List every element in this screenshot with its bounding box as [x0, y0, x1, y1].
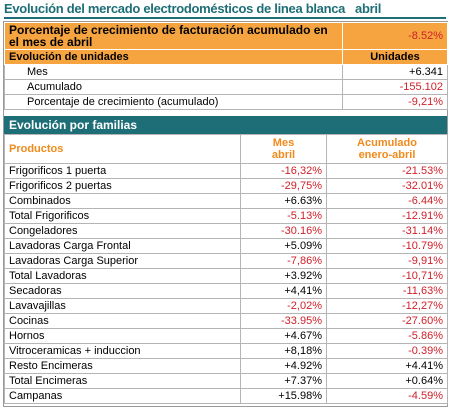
- family-row: Frigorificos 1 puerta -16,32% -21.53%: [4, 163, 448, 179]
- column-header: Productos: [4, 134, 241, 164]
- month-value: +15.98%: [240, 388, 327, 404]
- cumulative-value: -4.59%: [326, 388, 448, 404]
- units-header: Evolución de unidades Unidades: [4, 49, 448, 65]
- units-header-label: Evolución de unidades: [4, 49, 343, 65]
- family-row: Cocinas -33.95% -27.60%: [4, 313, 448, 329]
- family-row: Combinados +6.63% -6.44%: [4, 193, 448, 209]
- cumulative-value: -10,71%: [326, 268, 448, 284]
- month-value: +5.09%: [240, 238, 327, 254]
- summary-label: Porcentaje de crecimiento de facturación…: [4, 22, 343, 50]
- column-header: Mes abril: [240, 134, 327, 164]
- cumulative-value: -12,27%: [326, 298, 448, 314]
- units-table: Porcentaje de crecimiento de facturación…: [4, 22, 448, 110]
- month-value: +4.67%: [240, 328, 327, 344]
- month-value: +3.92%: [240, 268, 327, 284]
- families-header: Productos Mes abril Acumulado enero-abril: [4, 134, 448, 164]
- product: Vitroceramicas + induccion: [4, 343, 241, 359]
- month-value: +7.37%: [240, 373, 327, 389]
- units-row: Porcentaje de crecimiento (acumulado) -9,…: [4, 94, 448, 110]
- product: Hornos: [4, 328, 241, 344]
- cumulative-value: +0.64%: [326, 373, 448, 389]
- family-row: Frigorificos 2 puertas -29,75% -32.01%: [4, 178, 448, 194]
- month-value: -16,32%: [240, 163, 327, 179]
- product: Secadoras: [4, 283, 241, 299]
- cumulative-value: -5.86%: [326, 328, 448, 344]
- units-row: Acumulado -155.102: [4, 79, 448, 95]
- month-value: +6.63%: [240, 193, 327, 209]
- month-value: -30.16%: [240, 223, 327, 239]
- product: Congeladores: [4, 223, 241, 239]
- column-header: Acumulado enero-abril: [326, 134, 448, 164]
- report-frame: Porcentaje de crecimiento de facturación…: [3, 21, 448, 407]
- product: Frigorificos 1 puerta: [4, 163, 241, 179]
- month-value: -2,02%: [240, 298, 327, 314]
- cumulative-value: -12.91%: [326, 208, 448, 224]
- units-label: Porcentaje de crecimiento (acumulado): [4, 94, 343, 110]
- cumulative-value: -27.60%: [326, 313, 448, 329]
- cumulative-value: -9,91%: [326, 253, 448, 269]
- product: Lavavajillas: [4, 298, 241, 314]
- product: Total Frigorificos: [4, 208, 241, 224]
- units-value: +6.341: [342, 64, 448, 80]
- month-value: -33.95%: [240, 313, 327, 329]
- units-header-value: Unidades: [342, 49, 448, 65]
- product: Combinados: [4, 193, 241, 209]
- family-row: Secadoras +4,41% -11,63%: [4, 283, 448, 299]
- month-value: -7,86%: [240, 253, 327, 269]
- units-row: Mes +6.341: [4, 64, 448, 80]
- family-row: Lavavajillas -2,02% -12,27%: [4, 298, 448, 314]
- month-value: +4.92%: [240, 358, 327, 374]
- cumulative-value: -31.14%: [326, 223, 448, 239]
- summary-value: -8.52%: [342, 22, 448, 50]
- cumulative-value: -0.39%: [326, 343, 448, 359]
- units-label: Acumulado: [4, 79, 343, 95]
- family-row: Campanas +15.98% -4.59%: [4, 388, 448, 404]
- product: Resto Encimeras: [4, 358, 241, 374]
- units-value: -9,21%: [342, 94, 448, 110]
- family-row: Vitroceramicas + induccion +8,18% -0.39%: [4, 343, 448, 359]
- product: Campanas: [4, 388, 241, 404]
- month-value: +8,18%: [240, 343, 327, 359]
- cumulative-value: -10.79%: [326, 238, 448, 254]
- family-row: Resto Encimeras +4.92% +4.41%: [4, 358, 448, 374]
- family-row: Total Frigorificos -5.13% -12.91%: [4, 208, 448, 224]
- month-value: -5.13%: [240, 208, 327, 224]
- month-value: -29,75%: [240, 178, 327, 194]
- product: Total Encimeras: [4, 373, 241, 389]
- family-row: Hornos +4.67% -5.86%: [4, 328, 448, 344]
- product: Cocinas: [4, 313, 241, 329]
- cumulative-value: -6.44%: [326, 193, 448, 209]
- family-row: Total Lavadoras +3.92% -10,71%: [4, 268, 448, 284]
- summary-row: Porcentaje de crecimiento de facturación…: [4, 22, 448, 50]
- product: Lavadoras Carga Frontal: [4, 238, 241, 254]
- product: Total Lavadoras: [4, 268, 241, 284]
- cumulative-value: -21.53%: [326, 163, 448, 179]
- cumulative-value: -11,63%: [326, 283, 448, 299]
- family-row: Lavadoras Carga Superior -7,86% -9,91%: [4, 253, 448, 269]
- family-row: Total Encimeras +7.37% +0.64%: [4, 373, 448, 389]
- units-value: -155.102: [342, 79, 448, 95]
- families-title: Evolución por familias: [4, 116, 447, 134]
- units-label: Mes: [4, 64, 343, 80]
- title: Evolución del mercado electrodomésticos …: [4, 1, 446, 19]
- cumulative-value: +4.41%: [326, 358, 448, 374]
- family-row: Lavadoras Carga Frontal +5.09% -10.79%: [4, 238, 448, 254]
- product: Lavadoras Carga Superior: [4, 253, 241, 269]
- month-value: +4,41%: [240, 283, 327, 299]
- family-row: Congeladores -30.16% -31.14%: [4, 223, 448, 239]
- families-table: Productos Mes abril Acumulado enero-abril F…: [4, 134, 448, 404]
- product: Frigorificos 2 puertas: [4, 178, 241, 194]
- cumulative-value: -32.01%: [326, 178, 448, 194]
